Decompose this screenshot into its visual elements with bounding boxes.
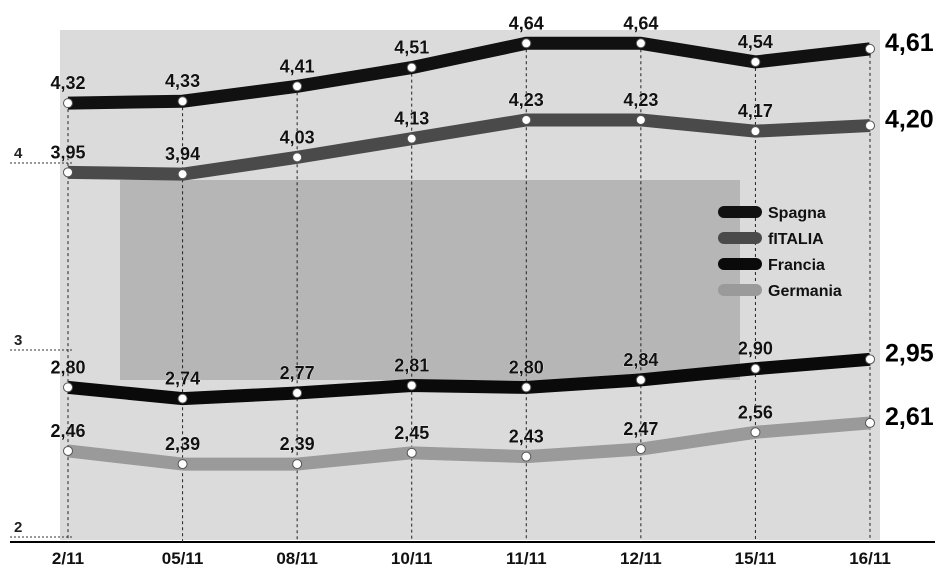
data-point — [866, 355, 875, 364]
x-tick-label: 10/11 — [391, 549, 433, 568]
legend-label: Spagna — [768, 205, 826, 222]
value-label: 2,84 — [623, 350, 658, 370]
data-point — [407, 381, 416, 390]
data-point — [407, 63, 416, 72]
value-label: 4,33 — [165, 71, 200, 91]
data-point — [64, 446, 73, 455]
value-label: 2,43 — [509, 427, 544, 447]
value-label: 4,41 — [280, 56, 315, 76]
data-point — [293, 460, 302, 469]
data-point — [866, 418, 875, 427]
data-point — [64, 168, 73, 177]
value-label: 4,64 — [509, 13, 544, 33]
x-tick-label: 11/11 — [506, 549, 547, 568]
value-label: 4,23 — [623, 90, 658, 110]
value-label: 2,95 — [885, 339, 934, 367]
data-point — [636, 375, 645, 384]
value-label: 4,51 — [394, 38, 429, 58]
value-label: 2,45 — [394, 423, 429, 443]
data-point — [636, 115, 645, 124]
legend-swatch — [718, 232, 762, 244]
value-label: 4,61 — [885, 29, 934, 57]
data-point — [64, 383, 73, 392]
chart: 2 3 4 2/11 05/11 08/11 10/11 11/11 12/11 15/11 16/… — [0, 0, 939, 572]
x-tick-label: 16/11 — [849, 549, 891, 568]
data-point — [866, 121, 875, 130]
data-point — [178, 97, 187, 106]
value-label: 2,46 — [50, 421, 85, 441]
data-point — [751, 428, 760, 437]
value-label: 2,56 — [738, 402, 773, 422]
legend-label: Germania — [768, 283, 842, 300]
value-label: 2,81 — [394, 356, 429, 376]
value-label: 4,23 — [509, 90, 544, 110]
legend-label: Francia — [768, 257, 825, 274]
value-label: 4,20 — [885, 106, 934, 134]
data-point — [178, 394, 187, 403]
y-tick-label: 4 — [14, 145, 23, 162]
data-point — [751, 57, 760, 66]
legend-swatch — [718, 258, 762, 270]
value-label: 3,94 — [165, 144, 200, 164]
x-tick-label: 2/11 — [52, 549, 84, 568]
data-point — [522, 383, 531, 392]
x-tick-label: 08/11 — [276, 549, 318, 568]
data-point — [178, 460, 187, 469]
legend-swatch — [718, 284, 762, 296]
value-label: 4,64 — [623, 13, 658, 33]
data-point — [64, 99, 73, 108]
value-label: 4,03 — [280, 127, 315, 147]
value-label: 2,39 — [280, 434, 315, 454]
value-label: 2,47 — [623, 419, 658, 439]
legend-swatch — [718, 206, 762, 218]
value-label: 2,74 — [165, 369, 200, 389]
x-tick-label: 05/11 — [162, 549, 204, 568]
data-point — [293, 153, 302, 162]
x-tick-label: 15/11 — [735, 549, 777, 568]
data-point — [866, 44, 875, 53]
page: 2 3 4 2/11 05/11 08/11 10/11 11/11 12/11 15/11 16/… — [0, 0, 939, 577]
data-point — [178, 170, 187, 179]
data-point — [636, 445, 645, 454]
value-label: 4,32 — [50, 73, 85, 93]
legend-label: fITALIA — [768, 231, 824, 248]
data-point — [522, 39, 531, 48]
value-label: 2,77 — [280, 363, 315, 383]
value-label: 2,61 — [885, 403, 934, 431]
y-tick-label: 2 — [14, 519, 22, 536]
value-label: 2,90 — [738, 339, 773, 359]
data-point — [293, 82, 302, 91]
value-label: 2,80 — [509, 357, 544, 377]
value-label: 4,54 — [738, 32, 773, 52]
x-tick-label: 12/11 — [620, 549, 662, 568]
data-point — [293, 388, 302, 397]
value-label: 2,39 — [165, 434, 200, 454]
data-point — [636, 39, 645, 48]
value-label: 2,80 — [50, 357, 85, 377]
data-point — [522, 115, 531, 124]
value-label: 4,13 — [394, 109, 429, 129]
data-point — [751, 364, 760, 373]
data-point — [407, 448, 416, 457]
value-label: 4,17 — [738, 101, 773, 121]
value-label: 3,95 — [50, 142, 85, 162]
y-tick-label: 3 — [14, 332, 22, 349]
data-point — [407, 134, 416, 143]
data-point — [522, 452, 531, 461]
data-point — [751, 127, 760, 136]
